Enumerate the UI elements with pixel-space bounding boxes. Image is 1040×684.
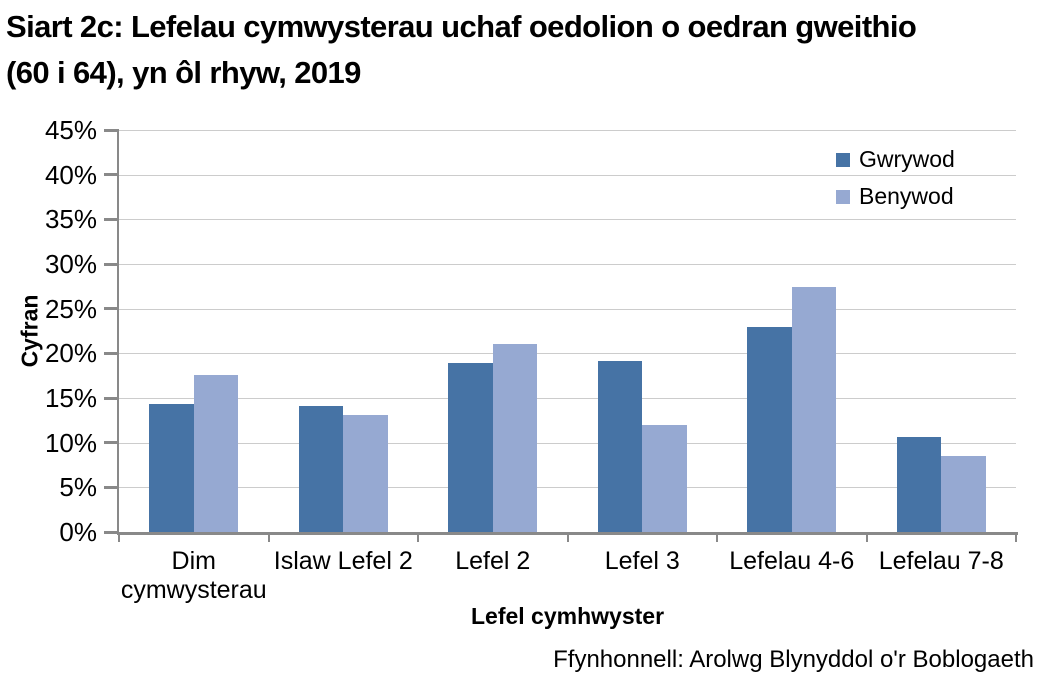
x-tick-mark bbox=[1015, 534, 1017, 542]
gridline bbox=[119, 353, 1016, 355]
x-axis-line bbox=[117, 532, 1018, 535]
legend-item: Benywod bbox=[836, 178, 955, 215]
y-tick-mark bbox=[104, 173, 119, 177]
gridline bbox=[119, 174, 1016, 176]
gridline bbox=[119, 398, 1016, 399]
legend-label: Gwrywod bbox=[859, 146, 955, 172]
x-category-label: Lefelau 7-8 bbox=[878, 547, 1004, 575]
bar-benywod-2 bbox=[343, 414, 388, 532]
x-tick-mark bbox=[865, 534, 868, 542]
y-tick-mark bbox=[104, 485, 119, 489]
x-tick-mark bbox=[118, 534, 120, 542]
y-tick-mark bbox=[104, 441, 119, 445]
bar-benywod-1 bbox=[193, 374, 239, 532]
y-tick-label: 40% bbox=[44, 159, 97, 190]
y-tick-label: 35% bbox=[44, 204, 97, 235]
plot-area bbox=[119, 130, 1016, 532]
y-axis-title: Cyfran bbox=[16, 294, 43, 368]
chart-title: Siart 2c: Lefelau cymwysterau uchaf oedo… bbox=[6, 9, 917, 90]
y-tick-label: 45% bbox=[44, 115, 97, 145]
legend-label: Benywod bbox=[859, 183, 954, 209]
legend-swatch-benywod bbox=[836, 189, 850, 204]
y-tick-mark bbox=[104, 530, 119, 534]
y-tick-mark bbox=[104, 128, 119, 132]
x-category-label: Dim cymwysterau bbox=[120, 547, 267, 604]
x-tick-mark bbox=[566, 534, 569, 542]
y-tick-label: 0% bbox=[59, 517, 97, 547]
y-tick-label: 20% bbox=[44, 338, 97, 369]
legend: Gwrywod Benywod bbox=[836, 141, 955, 215]
y-tick-label: 30% bbox=[44, 249, 97, 279]
x-category-label: Lefel 3 bbox=[604, 547, 680, 575]
bar-benywod-5 bbox=[791, 287, 837, 532]
x-tick-mark bbox=[267, 534, 270, 542]
gridline bbox=[119, 442, 1016, 444]
x-tick-mark bbox=[716, 534, 718, 542]
legend-swatch-gwrywod bbox=[836, 152, 850, 167]
y-tick-mark bbox=[104, 262, 119, 266]
legend-item: Gwrywod bbox=[836, 141, 955, 178]
bar-gwrywod-4 bbox=[597, 361, 643, 532]
y-tick-mark bbox=[104, 307, 119, 311]
x-category-label: Lefel 2 bbox=[455, 547, 531, 575]
y-tick-mark bbox=[104, 351, 119, 355]
bar-gwrywod-5 bbox=[747, 327, 792, 532]
x-tick-mark bbox=[417, 534, 419, 542]
x-axis-title: Lefel cymhwyster bbox=[470, 603, 665, 629]
y-axis-line bbox=[117, 130, 119, 535]
y-tick-label: 5% bbox=[59, 472, 97, 503]
bar-gwrywod-6 bbox=[896, 437, 942, 532]
gridline bbox=[119, 219, 1016, 221]
bar-benywod-4 bbox=[642, 424, 687, 532]
bar-benywod-3 bbox=[492, 343, 538, 532]
gridline bbox=[119, 308, 1016, 310]
source-note: Ffynhonnell: Arolwg Blynyddol o'r Boblog… bbox=[553, 646, 1034, 673]
y-tick-label: 10% bbox=[44, 427, 97, 458]
x-category-label: Lefelau 4-6 bbox=[729, 547, 855, 575]
gridline bbox=[119, 130, 1016, 131]
bar-gwrywod-2 bbox=[298, 406, 344, 532]
y-tick-label: 25% bbox=[44, 293, 97, 324]
x-category-label: Islaw Lefel 2 bbox=[273, 547, 413, 575]
bar-gwrywod-1 bbox=[149, 404, 194, 532]
gridline bbox=[119, 264, 1016, 265]
gridline bbox=[119, 487, 1016, 489]
bar-gwrywod-3 bbox=[448, 363, 493, 532]
y-tick-mark bbox=[104, 396, 119, 400]
y-tick-mark bbox=[104, 217, 119, 221]
y-tick-label: 15% bbox=[44, 383, 97, 413]
bar-benywod-6 bbox=[941, 456, 986, 532]
